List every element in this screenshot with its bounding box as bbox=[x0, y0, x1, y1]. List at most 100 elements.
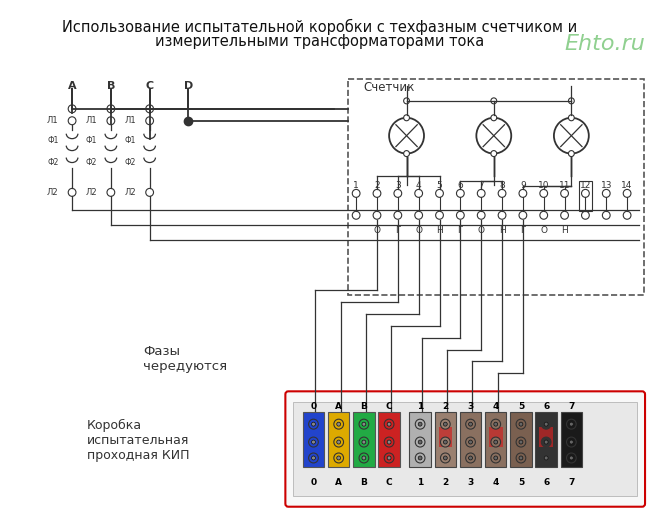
Circle shape bbox=[491, 150, 497, 157]
Text: Использование испытательной коробки с техфазным счетчиком и: Использование испытательной коробки с те… bbox=[61, 20, 577, 35]
Text: A: A bbox=[335, 402, 342, 411]
Circle shape bbox=[359, 437, 369, 447]
Text: Счетчик: Счетчик bbox=[363, 81, 414, 94]
Circle shape bbox=[384, 419, 394, 429]
Text: 3: 3 bbox=[395, 181, 401, 190]
Circle shape bbox=[554, 118, 589, 154]
Bar bbox=[328, 412, 349, 467]
Circle shape bbox=[544, 456, 548, 460]
Text: 11: 11 bbox=[559, 181, 570, 190]
Text: Л1: Л1 bbox=[47, 116, 59, 125]
Bar bbox=[348, 79, 644, 295]
Circle shape bbox=[362, 422, 366, 426]
Circle shape bbox=[466, 437, 475, 447]
Circle shape bbox=[384, 437, 394, 447]
Text: Ф1: Ф1 bbox=[86, 136, 97, 145]
Circle shape bbox=[415, 437, 425, 447]
Text: измерительными трансформаторами тока: измерительными трансформаторами тока bbox=[154, 34, 484, 49]
Circle shape bbox=[373, 190, 381, 197]
Circle shape bbox=[404, 150, 409, 157]
Bar bbox=[293, 402, 638, 496]
Text: 6: 6 bbox=[457, 181, 463, 190]
Circle shape bbox=[352, 211, 360, 219]
Circle shape bbox=[519, 422, 523, 426]
Circle shape bbox=[107, 188, 115, 196]
FancyBboxPatch shape bbox=[285, 391, 645, 507]
Circle shape bbox=[516, 453, 526, 463]
Text: B: B bbox=[360, 402, 368, 411]
Circle shape bbox=[404, 98, 409, 104]
Circle shape bbox=[334, 437, 344, 447]
Circle shape bbox=[570, 422, 574, 426]
Bar bbox=[535, 412, 557, 467]
Circle shape bbox=[418, 422, 422, 426]
Circle shape bbox=[146, 117, 154, 125]
Text: Л2: Л2 bbox=[47, 188, 59, 197]
Circle shape bbox=[146, 188, 154, 196]
Circle shape bbox=[544, 422, 548, 426]
Text: 4: 4 bbox=[492, 402, 499, 411]
Bar bbox=[435, 412, 456, 467]
Text: Ehto.ru: Ehto.ru bbox=[565, 34, 645, 54]
Bar bbox=[460, 412, 481, 467]
Circle shape bbox=[570, 456, 574, 460]
Text: Г: Г bbox=[457, 225, 463, 234]
Text: 13: 13 bbox=[601, 181, 612, 190]
Circle shape bbox=[312, 440, 315, 444]
Text: Л1: Л1 bbox=[86, 116, 97, 125]
Circle shape bbox=[352, 190, 360, 197]
Circle shape bbox=[436, 190, 444, 197]
Circle shape bbox=[334, 453, 344, 463]
Circle shape bbox=[491, 453, 500, 463]
Bar bbox=[510, 412, 531, 467]
Circle shape bbox=[466, 453, 475, 463]
Circle shape bbox=[436, 211, 444, 219]
Text: Н: Н bbox=[436, 225, 443, 234]
Circle shape bbox=[309, 437, 318, 447]
Text: О: О bbox=[541, 225, 547, 234]
Circle shape bbox=[491, 115, 497, 121]
Text: 8: 8 bbox=[499, 181, 505, 190]
Circle shape bbox=[541, 419, 551, 429]
Circle shape bbox=[440, 419, 450, 429]
Circle shape bbox=[623, 190, 631, 197]
Text: 7: 7 bbox=[478, 181, 484, 190]
Text: 2: 2 bbox=[374, 181, 380, 190]
Circle shape bbox=[516, 419, 526, 429]
Circle shape bbox=[469, 422, 473, 426]
Text: 10: 10 bbox=[538, 181, 550, 190]
Text: 14: 14 bbox=[622, 181, 633, 190]
Circle shape bbox=[494, 440, 498, 444]
Circle shape bbox=[541, 453, 551, 463]
Text: 1: 1 bbox=[353, 181, 359, 190]
Circle shape bbox=[309, 453, 318, 463]
Circle shape bbox=[444, 440, 447, 444]
Bar bbox=[409, 412, 431, 467]
Circle shape bbox=[544, 440, 548, 444]
Circle shape bbox=[387, 456, 391, 460]
Circle shape bbox=[498, 211, 506, 219]
Circle shape bbox=[387, 440, 391, 444]
Circle shape bbox=[418, 456, 422, 460]
Circle shape bbox=[561, 190, 568, 197]
Circle shape bbox=[359, 419, 369, 429]
Circle shape bbox=[387, 422, 391, 426]
Circle shape bbox=[404, 115, 409, 121]
Text: 7: 7 bbox=[568, 402, 575, 411]
Circle shape bbox=[384, 453, 394, 463]
Circle shape bbox=[603, 211, 610, 219]
Text: C: C bbox=[146, 81, 154, 91]
Circle shape bbox=[418, 440, 422, 444]
Text: D: D bbox=[183, 81, 193, 91]
Circle shape bbox=[362, 440, 366, 444]
Circle shape bbox=[581, 211, 589, 219]
Circle shape bbox=[477, 190, 485, 197]
Circle shape bbox=[491, 98, 497, 104]
Text: Г: Г bbox=[520, 225, 525, 234]
Text: A: A bbox=[335, 478, 342, 487]
Text: 2: 2 bbox=[442, 478, 448, 487]
Circle shape bbox=[494, 456, 498, 460]
Circle shape bbox=[519, 190, 527, 197]
Text: 3: 3 bbox=[467, 402, 474, 411]
Text: 0: 0 bbox=[310, 402, 317, 411]
